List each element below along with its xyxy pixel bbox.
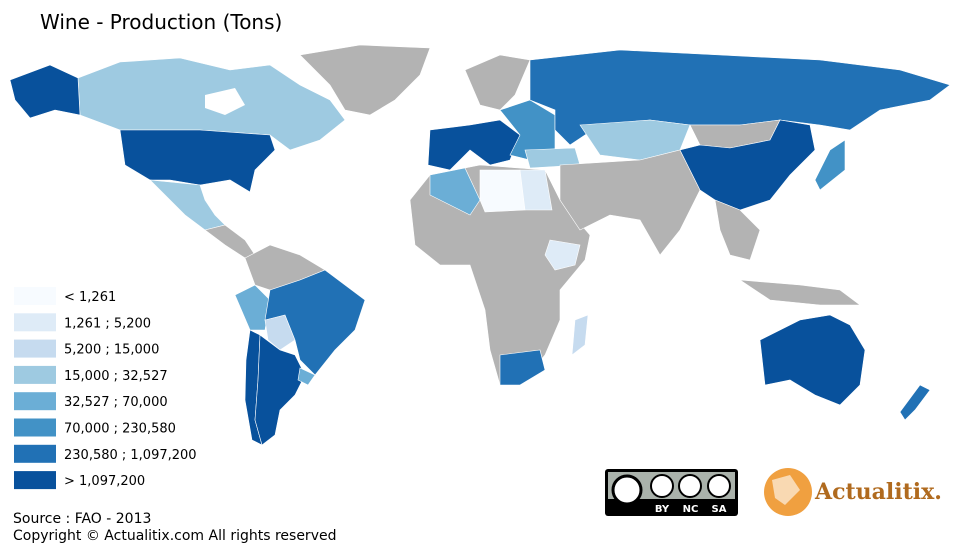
country (464, 54, 531, 111)
country (119, 129, 276, 193)
nc-icon (678, 474, 702, 498)
country (479, 169, 526, 213)
legend-label: 1,261 ; 5,200 (64, 316, 151, 331)
source: Source : FAO - 2013 (13, 511, 151, 527)
legend-swatch (14, 365, 56, 384)
country (544, 239, 581, 271)
country (427, 119, 521, 171)
country (519, 169, 553, 211)
country (234, 284, 271, 331)
legend-label: 230,580 ; 1,097,200 (64, 448, 197, 463)
license-label: SA (712, 504, 727, 515)
legend-swatch (14, 339, 56, 358)
brand-logo: Actualitix. (764, 468, 942, 516)
country (9, 64, 81, 119)
legend-swatch (14, 444, 56, 463)
country (297, 367, 316, 386)
map-title: Wine - Production (Tons) (40, 10, 282, 34)
legend-swatch (14, 313, 56, 332)
legend-label: 70,000 ; 230,580 (64, 422, 176, 437)
lake (205, 88, 245, 115)
country (149, 179, 226, 231)
legend-swatch (14, 418, 56, 437)
country (739, 279, 861, 306)
license-label: NC (683, 504, 699, 515)
legend-swatch (14, 392, 56, 411)
country (499, 349, 546, 386)
world-map (9, 44, 951, 446)
legend-label: 5,200 ; 15,000 (64, 343, 159, 358)
sa-icon (707, 474, 731, 498)
country (264, 269, 366, 376)
country (204, 224, 256, 259)
license-badge: BY NC SA (605, 469, 738, 516)
country (559, 149, 701, 256)
by-icon (650, 474, 674, 498)
country (571, 314, 589, 356)
country (254, 334, 306, 446)
legend-label: 15,000 ; 32,527 (64, 369, 168, 384)
legend: < 1,261 1,261 ; 5,200 5,200 ; 15,000 15,000… (14, 287, 197, 490)
country (714, 199, 761, 261)
country (814, 139, 846, 191)
legend-label: 32,527 ; 70,000 (64, 395, 168, 410)
country (899, 384, 931, 421)
globe-land (772, 475, 800, 505)
legend-label: > 1,097,200 (64, 474, 145, 489)
country (299, 44, 431, 116)
legend-swatch (14, 471, 56, 490)
country (759, 314, 866, 406)
country (409, 164, 591, 386)
license-label: BY (655, 504, 670, 515)
legend-label: < 1,261 (64, 290, 116, 305)
country (429, 167, 481, 216)
brand-name: Actualitix. (814, 479, 942, 505)
copyright: Copyright © Actualitix.com All rights re… (13, 528, 336, 544)
legend-swatch (14, 287, 56, 305)
cc-icon (611, 474, 643, 506)
